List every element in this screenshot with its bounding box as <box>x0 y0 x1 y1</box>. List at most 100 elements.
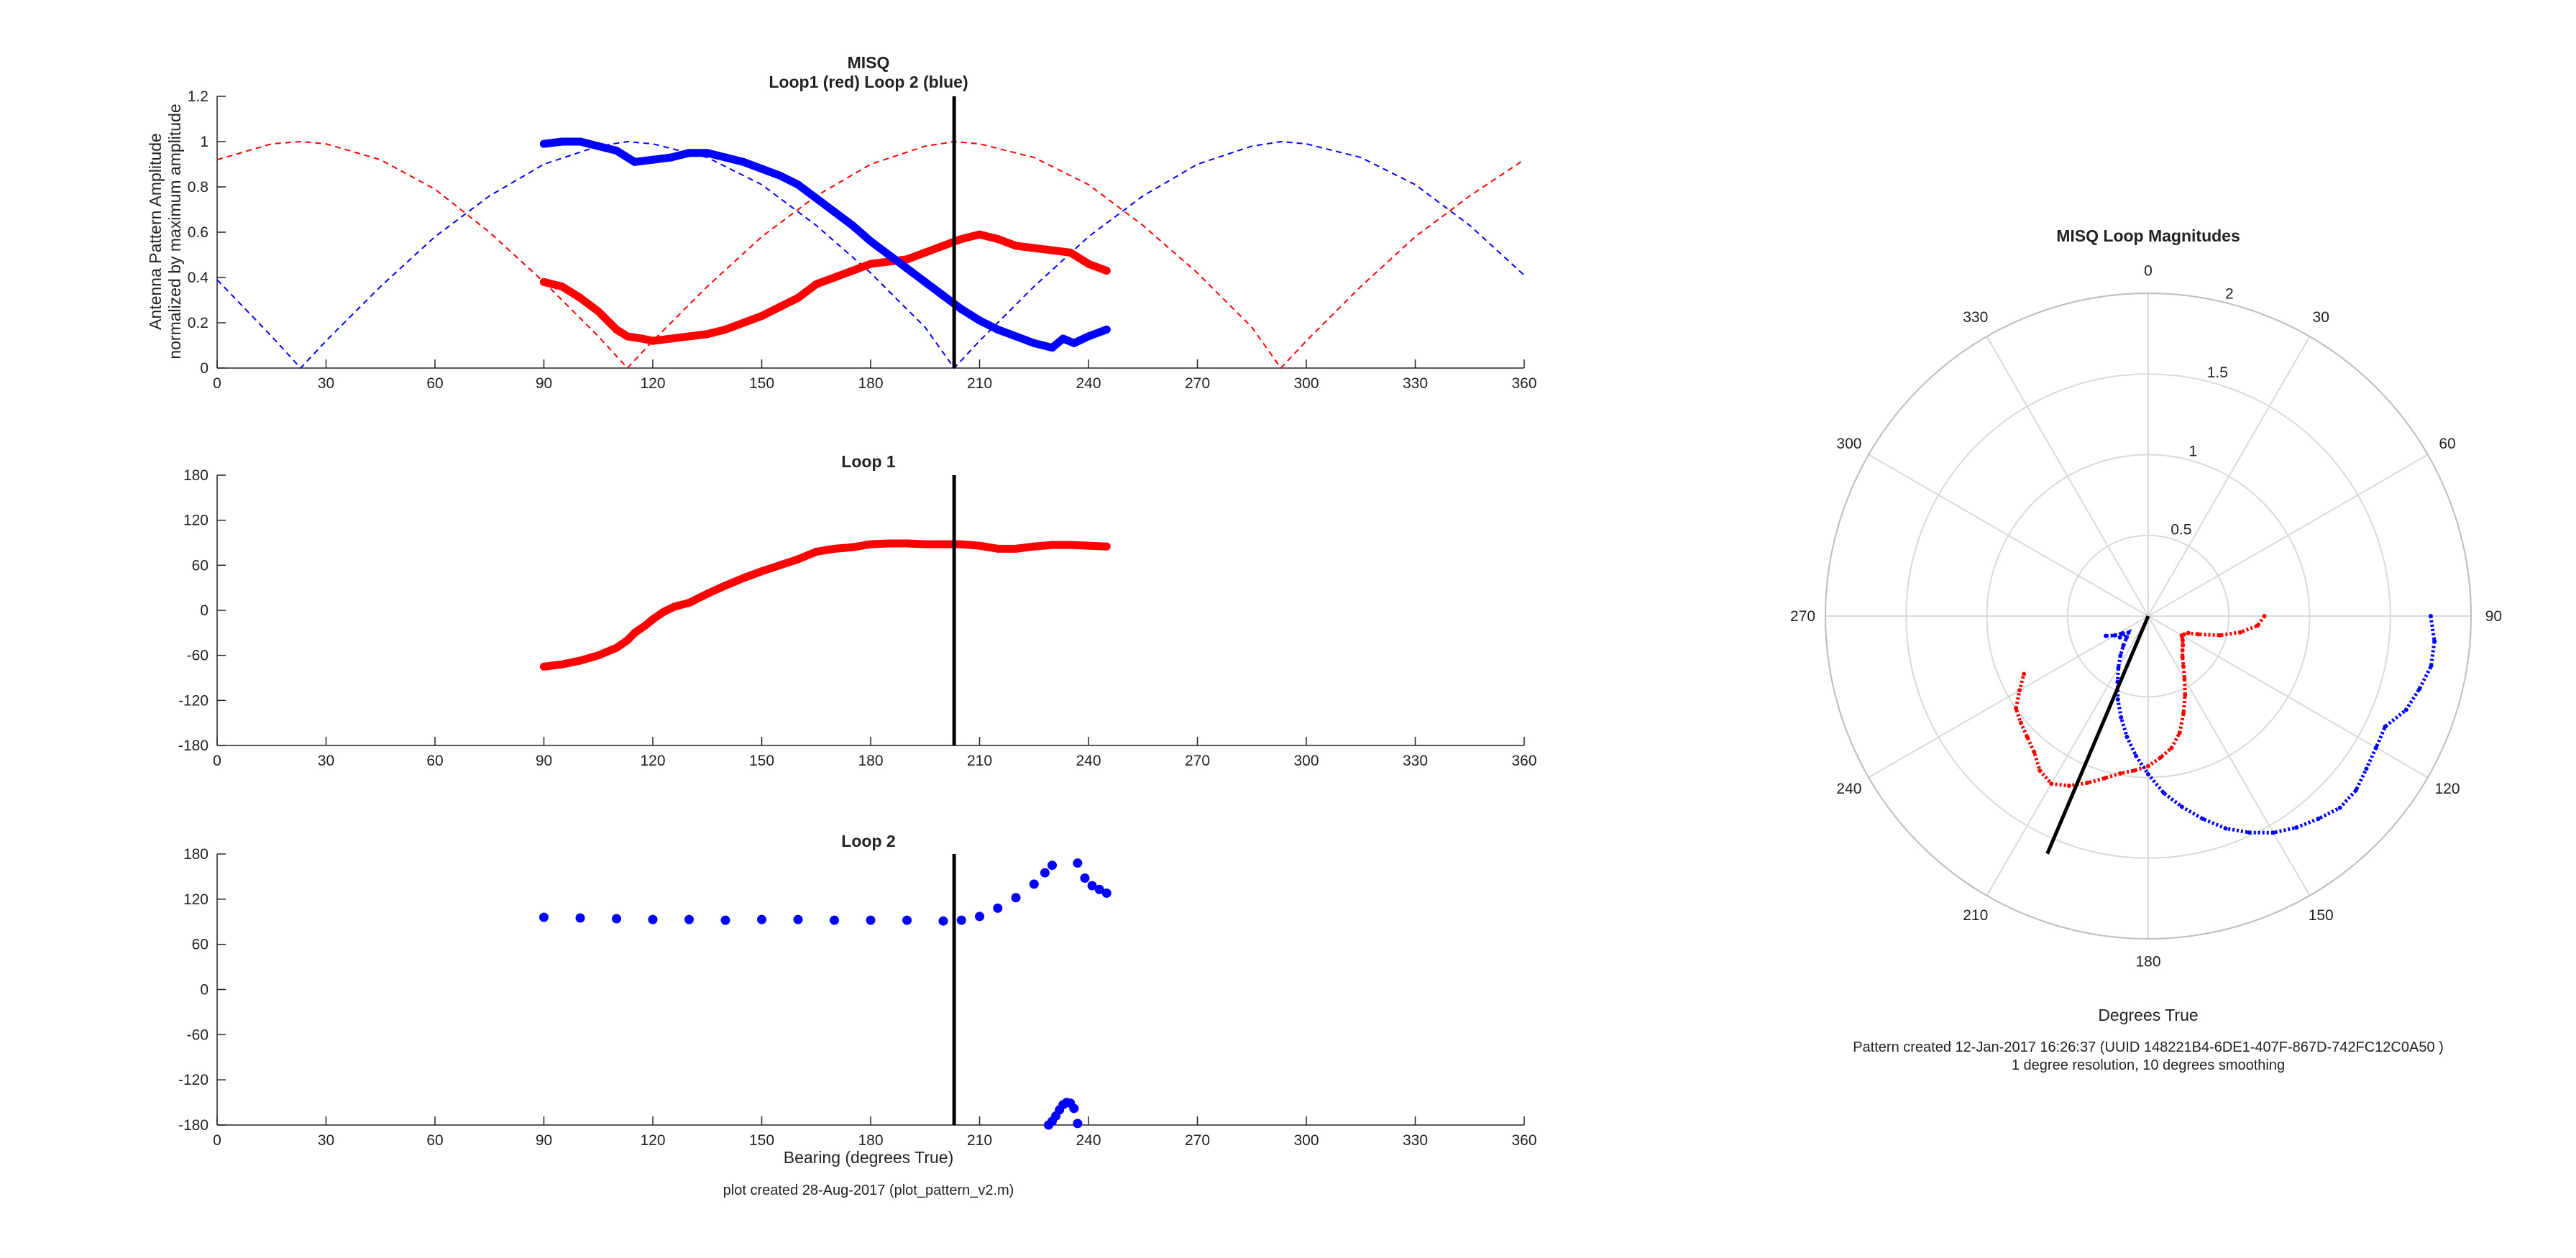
polar-spoke <box>1986 615 2149 896</box>
data-point <box>793 914 803 924</box>
y-tick-label: 120 <box>183 891 208 908</box>
data-point <box>866 915 876 925</box>
data-point <box>1030 339 1038 347</box>
data-point <box>594 307 602 316</box>
y-tick-label: -180 <box>178 1117 208 1134</box>
data-point <box>976 230 984 239</box>
polar-data-point <box>2180 654 2185 659</box>
polar-data-point <box>2158 755 2163 760</box>
x-tick-label: 300 <box>1293 1132 1319 1149</box>
x-tick-label: 300 <box>1293 375 1319 392</box>
data-point <box>648 336 657 345</box>
polar-spoke <box>2148 454 2429 617</box>
y-tick-label: 0.2 <box>188 315 208 331</box>
x-tick-label: 270 <box>1185 1132 1210 1149</box>
polar-data-point <box>2177 730 2182 735</box>
polar-spoke <box>2148 615 2429 779</box>
data-point <box>631 628 639 637</box>
bearing-xlabel: Bearing (degrees True) <box>784 1148 954 1167</box>
data-point <box>921 248 930 257</box>
data-point <box>848 543 857 551</box>
polar-theta-label: 210 <box>1963 907 1988 924</box>
polar-theta-label: 300 <box>1836 436 1861 452</box>
data-point <box>994 544 1002 553</box>
polar-data-point <box>2186 630 2191 635</box>
polar-data-point <box>2183 692 2188 697</box>
data-point <box>993 903 1003 913</box>
polar-data-point <box>2032 750 2037 755</box>
polar-data-point <box>2337 805 2342 810</box>
polar-data-point <box>2223 826 2228 831</box>
data-point <box>1087 881 1097 891</box>
data-point <box>921 540 930 548</box>
data-point <box>739 157 748 166</box>
data-point <box>1059 334 1068 343</box>
polar-theta-label: 0 <box>2144 263 2153 280</box>
loop1-phase-panel: Loop 1 0 30 60 90 120 150 180 210 240 270 300 330 36… <box>178 452 1537 769</box>
data-point <box>812 280 820 288</box>
polar-data-point <box>2179 804 2184 809</box>
polar-data-point <box>2132 768 2137 773</box>
y-tick-label: 60 <box>192 937 208 953</box>
data-point <box>1066 248 1075 257</box>
y-tick-label: -180 <box>178 738 208 754</box>
x-tick-label: 120 <box>640 753 665 769</box>
x-tick-label: 90 <box>536 1132 552 1149</box>
data-point <box>576 293 585 302</box>
data-point <box>830 915 839 925</box>
x-tick-label: 180 <box>858 375 883 392</box>
polar-r-tick-label: 2 <box>2225 286 2234 303</box>
polar-data-point <box>2119 715 2124 720</box>
polar-data-point <box>2117 635 2122 640</box>
data-point <box>758 165 766 173</box>
data-point <box>1029 879 1039 889</box>
polar-data-point <box>2262 614 2267 618</box>
data-point <box>558 137 567 146</box>
data-point <box>1030 244 1038 252</box>
data-point <box>721 582 730 590</box>
data-point <box>631 157 639 166</box>
data-point <box>975 912 984 922</box>
data-point <box>670 602 679 611</box>
polar-data-point <box>2180 648 2185 653</box>
data-point <box>812 194 820 203</box>
data-point <box>794 555 802 564</box>
data-point <box>758 567 766 576</box>
polar-data-point <box>2181 643 2186 648</box>
data-point <box>938 916 948 926</box>
polar-data-point <box>2238 630 2243 635</box>
data-point <box>1040 868 1050 878</box>
data-point <box>1012 332 1020 341</box>
polar-data-point <box>2200 816 2205 821</box>
data-point <box>939 540 948 548</box>
pattern-created-caption: Pattern created 12-Jan-2017 16:26:37 (UU… <box>1853 1039 2444 1055</box>
polar-spoke <box>2148 615 2311 896</box>
x-tick-label: 90 <box>536 375 552 392</box>
data-point <box>776 171 784 180</box>
data-point <box>638 334 646 343</box>
x-tick-label: 0 <box>213 375 221 392</box>
data-point <box>648 155 657 164</box>
data-point <box>623 636 632 645</box>
x-tick-label: 120 <box>640 375 665 392</box>
data-point <box>703 330 712 339</box>
polar-data-point <box>2126 630 2131 635</box>
y-tick-label: 0 <box>200 360 208 377</box>
x-tick-label: 150 <box>749 375 774 392</box>
data-point <box>648 914 658 924</box>
data-point <box>1101 888 1111 898</box>
polar-data-point <box>2270 830 2275 835</box>
y-tick-label: 180 <box>183 846 208 863</box>
loop2-phase-panel: Loop 2 Bearing (degrees True) 0 30 60 90 120… <box>178 832 1537 1167</box>
y-tick-label: 120 <box>183 513 208 529</box>
data-point <box>540 139 548 148</box>
polar-data-point <box>2038 768 2043 773</box>
data-point <box>1048 246 1056 254</box>
data-point <box>866 260 875 268</box>
y-tick-label: 0.6 <box>188 224 208 241</box>
data-point <box>1048 860 1057 871</box>
polar-data-point <box>2120 630 2125 635</box>
data-point <box>1094 884 1104 894</box>
x-tick-label: 360 <box>1511 375 1536 392</box>
